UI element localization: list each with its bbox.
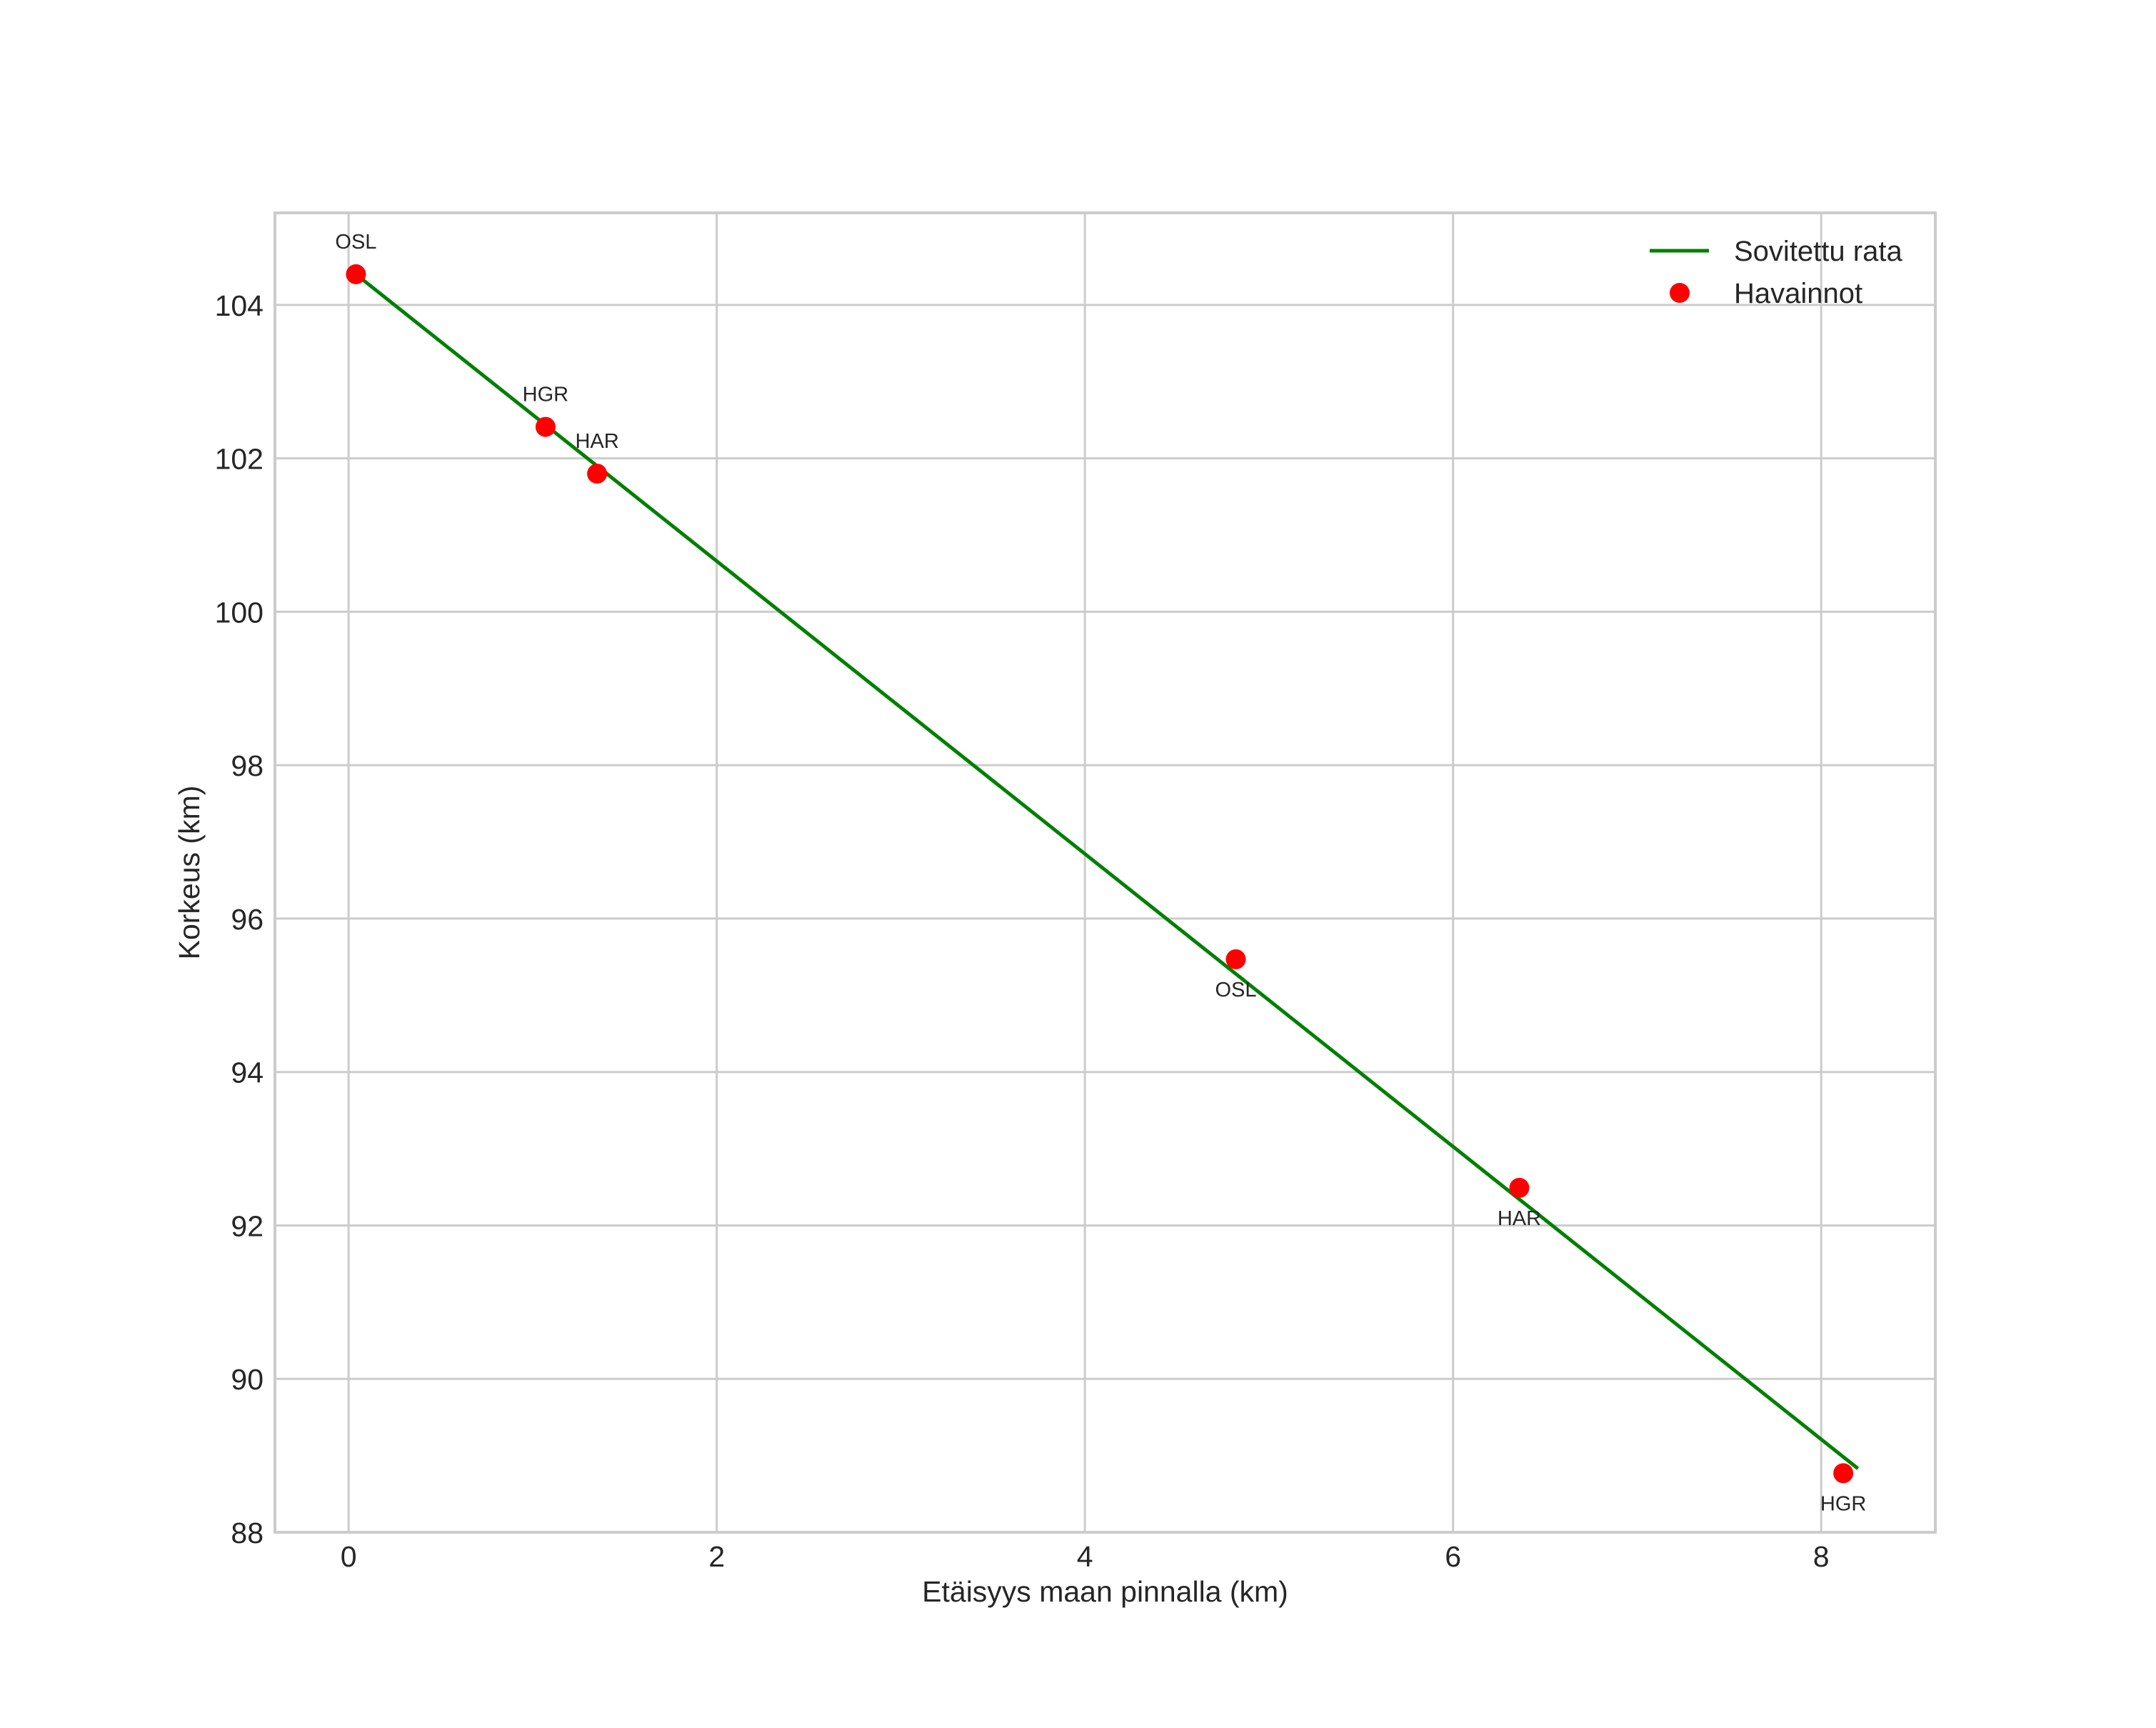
y-gridlines [275,304,1935,1534]
legend-label-fitted: Sovitettu rata [1734,236,1902,267]
y-tick-label: 98 [231,749,264,782]
point-annotations: OSL HGR HAR OSL HAR HGR [335,231,1866,1515]
x-tick-label: 8 [1813,1540,1830,1573]
x-gridlines [347,213,1822,1532]
station-label: HGR [1820,1492,1866,1515]
y-tick-label: 102 [215,443,264,476]
x-tick-labels: 0 2 4 6 8 [341,1540,1830,1573]
station-label: OSL [335,231,376,254]
legend-marker-icon [1670,283,1690,303]
station-label: HGR [523,384,568,406]
x-tick-label: 4 [1077,1540,1093,1573]
y-tick-label: 92 [231,1209,264,1242]
y-tick-label: 94 [231,1057,264,1089]
observation-marker [1509,1177,1530,1198]
plot-area: OSL HGR HAR OSL HAR HGR [274,211,1937,1534]
station-label: OSL [1215,979,1256,1002]
y-tick-label: 100 [215,596,264,629]
legend: Sovitettu rata Havainnot [1650,236,1902,309]
observation-markers [346,264,1854,1484]
observation-marker [1225,949,1246,969]
y-tick-label: 104 [215,289,264,322]
y-tick-label: 96 [231,903,264,936]
y-tick-label: 90 [231,1363,264,1396]
x-tick-label: 6 [1445,1540,1461,1573]
legend-label-observations: Havainnot [1734,278,1862,309]
y-tick-label: 88 [231,1517,264,1549]
observation-marker [346,264,366,284]
observation-marker [1833,1463,1854,1484]
observation-marker [587,464,608,484]
x-tick-label: 0 [341,1540,357,1573]
station-label: HAR [1498,1207,1541,1230]
x-axis-label: Etäisyys maan pinnalla (km) [922,1575,1288,1608]
station-label: HAR [575,430,618,453]
x-tick-label: 2 [708,1540,725,1573]
y-axis-label: Korkeus (km) [173,786,206,960]
observation-marker [535,416,556,437]
axes-frame [274,211,1937,1534]
y-tick-labels: 88 90 92 94 96 98 100 102 104 [215,289,264,1549]
